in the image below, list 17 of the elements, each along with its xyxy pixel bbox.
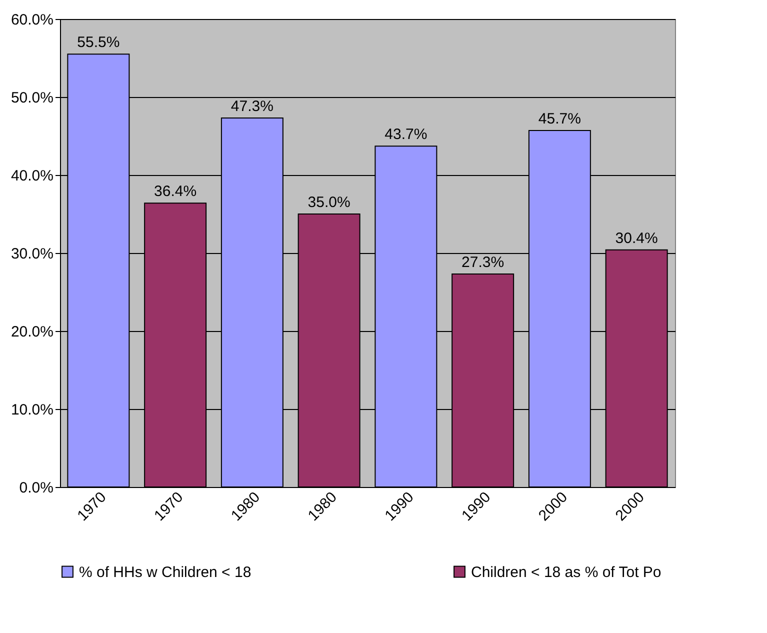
- data-label: 36.4%: [154, 183, 197, 200]
- data-label: 47.3%: [230, 98, 274, 116]
- data-label: 43.7%: [384, 126, 428, 144]
- y-tick-label: 10.0%: [10, 402, 54, 418]
- data-label: 30.4%: [615, 230, 658, 247]
- data-label: 27.3%: [462, 254, 504, 272]
- data-label: 35.0%: [308, 194, 350, 211]
- y-tick-label: 0.0%: [19, 480, 54, 496]
- y-tick-label: 30.0%: [10, 246, 54, 262]
- data-label: 55.5%: [77, 34, 120, 52]
- y-tick-label: 60.0%: [10, 12, 54, 28]
- y-tick-label: 40.0%: [10, 168, 54, 184]
- y-tick-label: 50.0%: [10, 90, 54, 106]
- legend-label: Children < 18 as % of Tot Po: [471, 564, 662, 581]
- data-label: 45.7%: [538, 110, 581, 128]
- legend-label: % of HHs w Children < 18: [79, 564, 252, 581]
- y-tick-label: 20.0%: [10, 324, 54, 340]
